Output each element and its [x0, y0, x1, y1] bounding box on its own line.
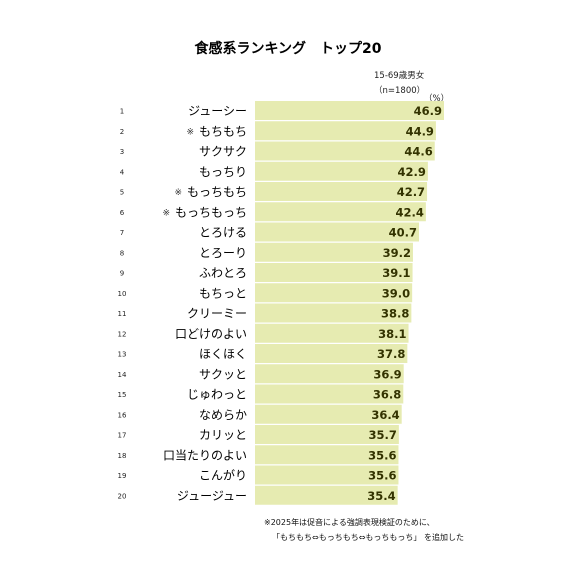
value-label: 39.0 — [382, 286, 410, 300]
rank-number: 18 — [118, 452, 127, 460]
value-label: 35.4 — [367, 489, 395, 503]
rank-number: 11 — [118, 310, 127, 318]
rank-number: 1 — [120, 108, 124, 116]
category-label: じゅわっと — [187, 388, 247, 402]
rank-number: 8 — [120, 249, 124, 257]
category-label: ジュージュー — [177, 489, 247, 503]
value-label: 39.1 — [382, 266, 410, 280]
bar — [255, 425, 399, 444]
bar — [255, 101, 444, 120]
category-label: こんがり — [199, 468, 247, 483]
unit-label: （%） — [424, 93, 449, 104]
rank-number: 19 — [118, 472, 127, 480]
category-label: カリッと — [199, 428, 247, 442]
bar — [255, 323, 409, 343]
chart-title: 食感系ランキング トップ20 — [194, 40, 381, 57]
value-label: 35.7 — [368, 428, 396, 442]
rank-number: 9 — [120, 270, 124, 278]
rank-number: 2 — [120, 128, 124, 136]
value-label: 40.7 — [389, 226, 417, 240]
rank-number: 4 — [120, 168, 125, 176]
bar — [255, 465, 399, 485]
bar — [255, 445, 399, 465]
bar — [255, 161, 428, 181]
rank-number: 10 — [118, 290, 127, 298]
bar — [255, 141, 435, 161]
bar — [255, 263, 413, 282]
value-label: 35.6 — [368, 448, 396, 462]
value-label: 37.8 — [377, 347, 405, 361]
footnote-line-1: ※2025年は促音による強調表現検証のために、 — [264, 517, 435, 527]
category-label: サクッと — [199, 367, 247, 381]
category-label: もちっと — [199, 286, 247, 300]
footnote-line-2: 「もちもち⇔もっちもち⇔もっちもっち」 を追加した — [272, 532, 464, 542]
value-label: 38.8 — [381, 307, 409, 321]
category-label: もっちもっち — [175, 205, 247, 219]
value-label: 38.1 — [378, 327, 406, 341]
category-label: もちもち — [199, 124, 247, 138]
category-label: とろける — [199, 226, 247, 240]
value-label: 36.9 — [373, 367, 401, 381]
bar-rows: 1 ジューシー 46.9 2 もちもち ※ 44.9 3 サクサク 44.6 4 もっちり 42.9 5 も… — [118, 101, 444, 505]
rank-number: 7 — [120, 229, 124, 237]
value-label: 36.4 — [371, 408, 399, 422]
sample-size-label: （n=1800） — [374, 85, 425, 96]
bar — [255, 485, 398, 505]
bar — [255, 384, 404, 404]
category-label: ほくほく — [199, 347, 247, 361]
value-label: 46.9 — [414, 104, 442, 118]
category-label: サクサク — [199, 145, 247, 159]
bar — [255, 344, 408, 363]
bar — [255, 121, 436, 141]
category-label: クリーミー — [187, 307, 247, 321]
category-label: 口どけのよい — [175, 327, 247, 341]
rank-number: 3 — [120, 148, 124, 156]
bar — [255, 182, 428, 201]
category-label: ふわとろ — [199, 266, 247, 280]
rank-number: 13 — [118, 351, 127, 359]
value-label: 36.8 — [373, 388, 401, 402]
category-label: とろーり — [199, 246, 247, 260]
category-label: なめらか — [199, 408, 247, 422]
bar — [255, 404, 402, 424]
rank-number: 6 — [120, 209, 125, 217]
bar — [255, 222, 420, 242]
bar — [255, 303, 412, 323]
note-marker: ※ — [162, 208, 170, 218]
category-label: 口当たりのよい — [163, 448, 247, 462]
note-marker: ※ — [186, 127, 194, 137]
rank-number: 12 — [118, 330, 127, 338]
value-label: 39.2 — [383, 246, 411, 260]
rank-number: 20 — [118, 492, 127, 500]
value-label: 42.4 — [395, 205, 423, 219]
category-label: ジューシー — [188, 104, 247, 118]
rank-number: 5 — [120, 189, 124, 197]
rank-number: 17 — [118, 432, 127, 440]
bar — [255, 283, 413, 303]
rank-number: 16 — [118, 411, 127, 419]
category-label: もっちり — [199, 165, 247, 179]
value-label: 44.6 — [404, 145, 432, 159]
rank-number: 14 — [118, 371, 127, 379]
note-marker: ※ — [174, 188, 182, 198]
bar — [255, 202, 426, 222]
rank-number: 15 — [118, 391, 127, 399]
value-label: 42.9 — [398, 165, 426, 179]
value-label: 44.9 — [406, 124, 434, 138]
category-label: もっちもち — [187, 185, 247, 199]
sample-group-label: 15-69歳男女 — [374, 70, 425, 81]
bar — [255, 364, 404, 384]
value-label: 35.6 — [368, 469, 396, 483]
value-label: 42.7 — [397, 185, 425, 199]
bar — [255, 242, 413, 262]
